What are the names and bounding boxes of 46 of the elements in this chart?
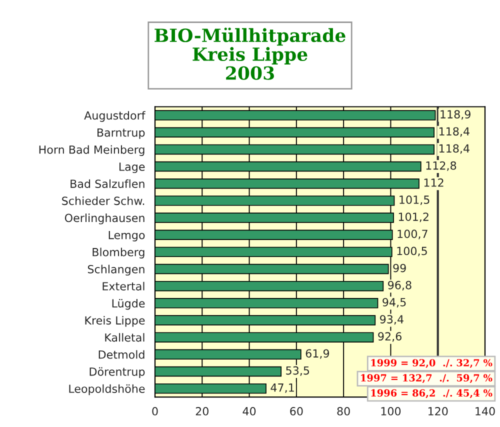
x-tick-label: 80: [337, 407, 350, 416]
data-label: 93,4: [380, 315, 404, 325]
data-label: 118,4: [439, 144, 470, 154]
y-tick-label: Schieder Schw.: [62, 196, 144, 206]
x-tick-label: 100: [381, 407, 401, 416]
data-label: 112: [424, 178, 444, 187]
data-label: 61,9: [306, 349, 330, 359]
y-tick-label: Barntrup: [98, 128, 145, 139]
y-tick-label: Oerlinghausen: [64, 214, 144, 224]
x-tick-label: 60: [290, 407, 303, 416]
y-tick-label: Bad Salzuflen: [70, 179, 144, 188]
annotation: 1997 = 132,7 ./. 59,7 %: [361, 374, 492, 383]
data-label: 112,8: [426, 161, 456, 171]
y-tick-label: Augustdorf: [84, 111, 146, 122]
annotation: 1999 = 92,0 ./. 32,7 %: [371, 359, 492, 368]
y-tick-label: Kalletal: [105, 333, 144, 342]
y-tick-label: Extertal: [102, 282, 144, 290]
x-tick-label: 140: [476, 407, 495, 416]
y-tick-label: Horn Bad Meinberg: [39, 145, 144, 156]
data-label: 53,5: [286, 366, 310, 376]
y-tick-label: Leopoldshöhe: [69, 384, 145, 396]
data-label: 92,6: [378, 332, 402, 342]
y-tick-label: Lemgo: [108, 230, 145, 242]
annotation: 1996 = 86,2 ./. 45,4 %: [371, 389, 492, 398]
data-label: 47,1: [270, 384, 294, 393]
data-label: 101,2: [398, 212, 428, 222]
data-label: 118,4: [439, 127, 470, 137]
y-tick-label: Detmold: [98, 350, 144, 359]
y-tick-label: Kreis Lippe: [85, 316, 145, 327]
y-tick-label: Blomberg: [92, 248, 144, 258]
chart-title: BIO-Müllhitparade Kreis Lippe 2003: [154, 28, 346, 80]
data-label: 100,5: [397, 246, 427, 256]
x-tick-label: 120: [428, 407, 448, 416]
x-tick-label: 0: [152, 407, 158, 416]
data-label: 99: [393, 264, 406, 272]
y-tick-label: Dörentrup: [90, 367, 145, 378]
y-tick-label: Schlangen: [88, 264, 144, 276]
data-label: 101,5: [400, 196, 430, 206]
data-label: 94,5: [382, 298, 406, 308]
data-label: 100,7: [398, 230, 428, 240]
y-tick-label: Lügde: [112, 298, 145, 310]
data-label: 118,9: [440, 110, 470, 120]
x-tick-label: 40: [242, 407, 256, 416]
x-tick-label: 20: [196, 407, 208, 416]
y-tick-label: Lage: [119, 162, 145, 174]
data-label: 96,8: [388, 280, 412, 290]
